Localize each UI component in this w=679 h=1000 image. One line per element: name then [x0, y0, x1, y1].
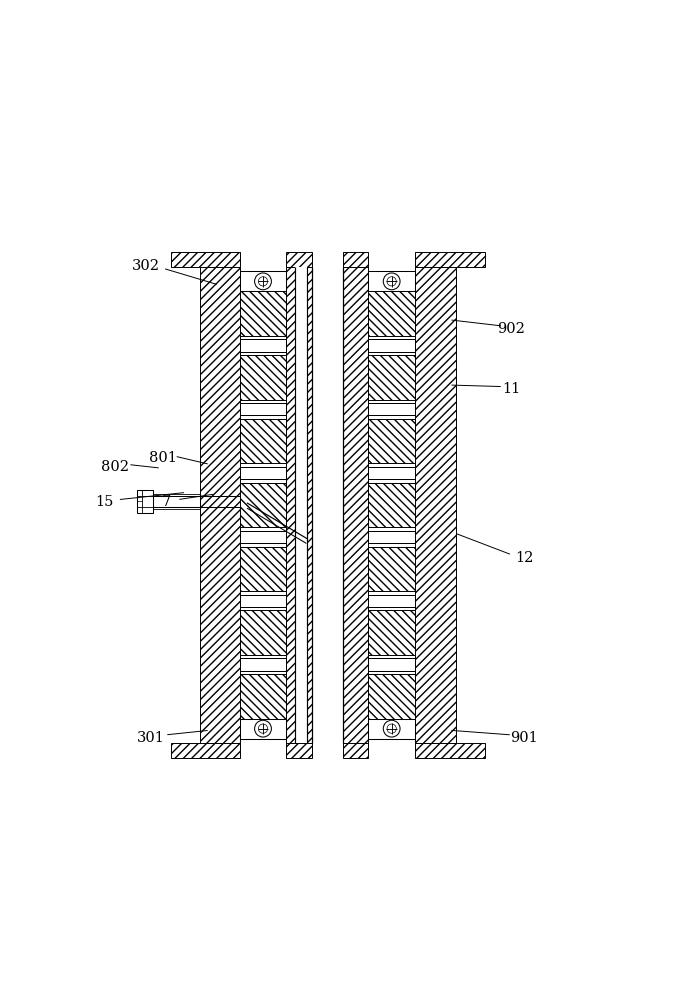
- Bar: [240, 419, 286, 463]
- Bar: [368, 531, 416, 543]
- Bar: [286, 252, 312, 267]
- Text: 802: 802: [101, 460, 129, 474]
- Bar: [368, 467, 416, 479]
- Bar: [368, 658, 416, 671]
- Bar: [416, 267, 456, 743]
- Bar: [368, 355, 416, 400]
- Bar: [240, 719, 286, 739]
- Bar: [170, 252, 240, 267]
- Bar: [343, 743, 368, 758]
- Bar: [240, 595, 286, 607]
- Bar: [368, 403, 416, 415]
- Bar: [240, 403, 286, 415]
- Bar: [240, 658, 286, 671]
- Bar: [240, 531, 286, 543]
- Bar: [240, 291, 286, 336]
- Text: 15: 15: [96, 495, 114, 509]
- Bar: [240, 674, 286, 719]
- Bar: [153, 496, 200, 507]
- Bar: [170, 743, 240, 758]
- Bar: [416, 743, 485, 758]
- Bar: [240, 339, 286, 352]
- Text: 801: 801: [149, 451, 177, 465]
- Text: 301: 301: [136, 731, 164, 745]
- Text: 7: 7: [162, 495, 171, 509]
- Bar: [368, 419, 416, 463]
- Text: 901: 901: [511, 731, 538, 745]
- Bar: [240, 467, 286, 479]
- Text: 12: 12: [515, 551, 534, 565]
- Bar: [286, 267, 312, 743]
- Bar: [295, 267, 307, 743]
- Bar: [343, 267, 368, 743]
- Bar: [240, 610, 286, 655]
- Bar: [240, 355, 286, 400]
- Bar: [240, 271, 286, 291]
- Bar: [368, 674, 416, 719]
- Bar: [416, 252, 485, 267]
- Bar: [368, 291, 416, 336]
- Bar: [312, 267, 343, 743]
- Text: 302: 302: [132, 259, 160, 273]
- Bar: [286, 743, 312, 758]
- Text: 11: 11: [502, 382, 520, 396]
- Text: 902: 902: [497, 322, 525, 336]
- Bar: [368, 595, 416, 607]
- Bar: [368, 483, 416, 527]
- Bar: [137, 490, 153, 513]
- Bar: [368, 719, 416, 739]
- Bar: [200, 267, 240, 743]
- Bar: [240, 547, 286, 591]
- Bar: [240, 483, 286, 527]
- Bar: [343, 252, 368, 267]
- Bar: [368, 547, 416, 591]
- Bar: [368, 339, 416, 352]
- Bar: [368, 610, 416, 655]
- Bar: [368, 271, 416, 291]
